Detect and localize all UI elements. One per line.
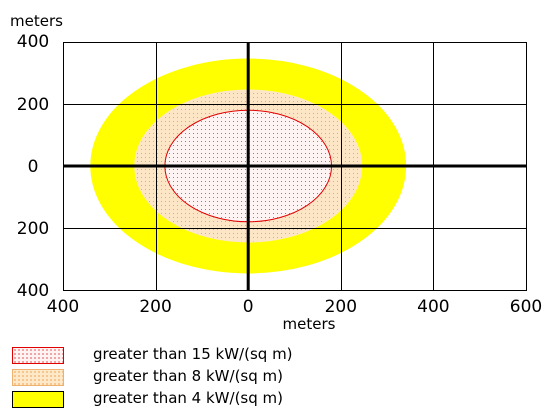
x-tick-label-2: 0 [243,297,254,317]
y-tick-label-3: 200 [17,219,49,239]
x-axis-unit-label: meters [283,315,336,333]
legend: greater than 15 kW/(sq m) greater than 8… [0,340,548,410]
legend-item-15kw: greater than 15 kW/(sq m) [0,344,548,366]
legend-label-4kw: greater than 4 kW/(sq m) [93,389,283,407]
y-tick-label-2: 0 [28,157,39,177]
legend-item-4kw: greater than 4 kW/(sq m) [0,388,548,410]
x-tick-label-4: 400 [417,297,449,317]
legend-swatch-8kw [12,369,64,386]
x-tick-label-5: 600 [510,297,542,317]
legend-label-15kw: greater than 15 kW/(sq m) [93,345,293,363]
legend-item-8kw: greater than 8 kW/(sq m) [0,366,548,388]
x-tick-label-3: 200 [325,297,357,317]
y-tick-label-4: 400 [17,281,49,301]
x-tick-label-0: 400 [47,297,79,317]
y-tick-label-0: 400 [17,32,49,52]
legend-swatch-15kw [12,347,64,364]
ticks-layer: 400 200 0 200 400 600 400 200 0 200 400 [17,32,542,317]
x-tick-label-1: 200 [139,297,171,317]
y-axis-unit-label: meters [10,12,63,30]
y-tick-label-1: 200 [17,95,49,115]
axes-layer [63,42,526,290]
legend-swatch-4kw [12,391,64,408]
legend-label-8kw: greater than 8 kW/(sq m) [93,367,283,385]
threat-zone-chart: 400 200 0 200 400 600 400 200 0 200 400 meters met… [10,12,542,333]
